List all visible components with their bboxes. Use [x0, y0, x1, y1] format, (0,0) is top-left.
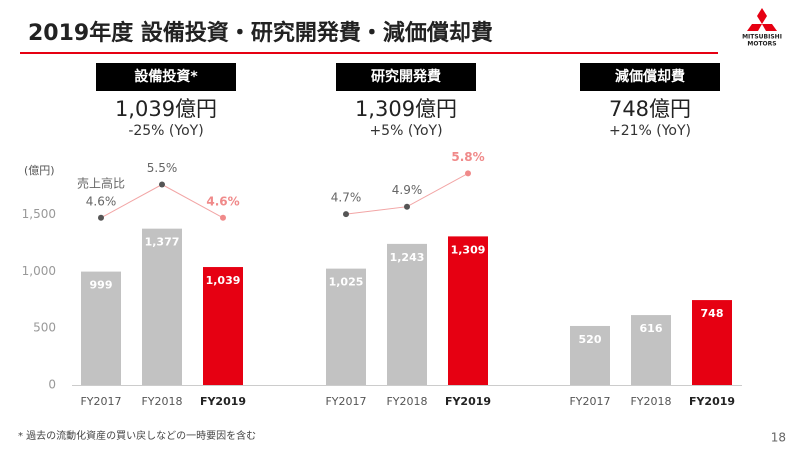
- bar: [203, 267, 243, 385]
- panel-yoy: +5% (YoY): [369, 123, 442, 139]
- panel-header-box: [336, 63, 476, 91]
- title-rule: [20, 52, 718, 54]
- x-tick-label: FY2017: [80, 395, 121, 408]
- ratio-point: [343, 211, 349, 218]
- logo-text: MOTORS: [747, 41, 776, 48]
- ratio-point: [404, 203, 410, 210]
- ratio-point: [220, 214, 226, 221]
- bar: [81, 271, 121, 385]
- x-tick-label: FY2019: [445, 395, 491, 408]
- panel-yoy: +21% (YoY): [609, 123, 691, 139]
- footnote: * 過去の流動化資産の買い戻しなどの一時要因を含む: [18, 429, 256, 442]
- bar-value-label: 999: [90, 279, 113, 292]
- y-tick-label: 0: [48, 378, 56, 392]
- ratio-point: [159, 181, 165, 188]
- x-tick-label: FY2019: [200, 395, 246, 408]
- panel-amount: 1,309億円: [355, 97, 457, 121]
- y-tick-label: 500: [33, 321, 56, 335]
- ratio-label: 4.7%: [331, 191, 362, 205]
- bar-value-label: 520: [579, 333, 602, 346]
- ratio-point: [98, 214, 104, 221]
- bar-value-label: 616: [640, 322, 663, 335]
- ratio-label: 4.6%: [206, 194, 239, 208]
- ratio-label: 4.9%: [392, 183, 423, 197]
- x-tick-label: FY2019: [689, 395, 735, 408]
- ratio-name: 売上高比: [77, 176, 125, 191]
- slide-title: 2019年度 設備投資・研究開発費・減価償却費: [28, 20, 493, 46]
- bar: [326, 268, 366, 385]
- bar-value-label: 1,243: [390, 251, 425, 264]
- ratio-label: 5.5%: [147, 161, 178, 175]
- bar-value-label: 1,039: [206, 274, 241, 287]
- x-tick-label: FY2018: [141, 395, 182, 408]
- bar: [570, 325, 610, 385]
- panel-yoy: -25% (YoY): [128, 123, 203, 139]
- page-number: 18: [771, 431, 786, 445]
- x-tick-label: FY2017: [325, 395, 366, 408]
- x-tick-label: FY2017: [569, 395, 610, 408]
- bar-value-label: 1,025: [329, 276, 364, 289]
- logo-text: MITSUBISHI: [742, 34, 782, 41]
- y-tick-label: 1,500: [22, 207, 56, 221]
- bar: [631, 315, 671, 385]
- panel-amount: 1,039億円: [115, 97, 217, 121]
- panel-amount: 748億円: [609, 97, 691, 121]
- panel-header-box: [96, 63, 236, 91]
- y-axis-label: (億円): [24, 164, 55, 177]
- bar-value-label: 748: [701, 307, 724, 320]
- bar: [448, 236, 488, 385]
- ratio-point: [465, 170, 471, 177]
- logo: MITSUBISHI MOTORS: [742, 8, 782, 48]
- panel-header-box: [580, 63, 720, 91]
- panel-header: 設備投資*: [134, 68, 198, 85]
- x-tick-label: FY2018: [386, 395, 427, 408]
- bar: [142, 228, 182, 385]
- y-tick-label: 1,000: [22, 264, 56, 278]
- ratio-label: 5.8%: [451, 150, 484, 164]
- bar: [692, 300, 732, 385]
- panel-header: 減価償却費: [615, 68, 685, 85]
- panel-header: 研究開発費: [371, 68, 441, 85]
- x-tick-label: FY2018: [630, 395, 671, 408]
- ratio-label: 4.6%: [86, 194, 117, 208]
- bar-value-label: 1,309: [451, 243, 486, 256]
- bar-value-label: 1,377: [145, 236, 180, 249]
- bar: [387, 243, 427, 385]
